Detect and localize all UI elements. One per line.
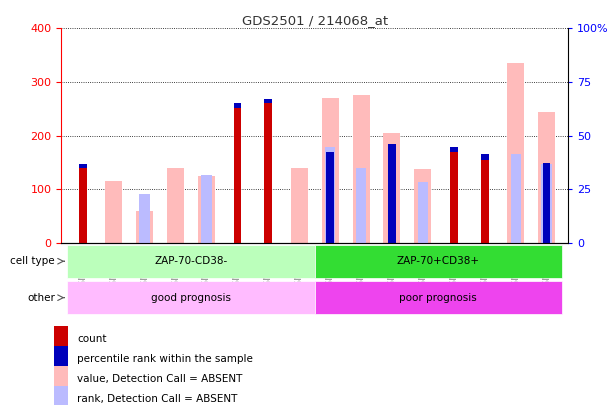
Bar xyxy=(67,245,315,278)
Title: GDS2501 / 214068_at: GDS2501 / 214068_at xyxy=(241,14,388,27)
Bar xyxy=(136,211,153,243)
Bar xyxy=(353,96,370,243)
Bar xyxy=(79,164,87,168)
Bar xyxy=(325,147,335,243)
Bar xyxy=(54,326,68,352)
Bar xyxy=(265,99,272,104)
Bar xyxy=(79,168,87,243)
Text: ZAP-70+CD38+: ZAP-70+CD38+ xyxy=(397,256,480,266)
Bar xyxy=(315,245,562,278)
Bar xyxy=(233,108,241,243)
Bar xyxy=(414,169,431,243)
Text: other: other xyxy=(27,293,55,303)
Bar xyxy=(54,386,68,405)
Bar xyxy=(388,144,396,243)
Bar xyxy=(105,181,122,243)
Bar xyxy=(541,164,552,243)
Bar xyxy=(507,63,524,243)
Bar xyxy=(543,162,551,243)
Text: poor prognosis: poor prognosis xyxy=(400,293,477,303)
Bar xyxy=(265,104,272,243)
Text: rank, Detection Call = ABSENT: rank, Detection Call = ABSENT xyxy=(77,394,237,404)
Bar xyxy=(481,154,489,160)
Bar xyxy=(139,194,150,243)
Bar xyxy=(198,176,215,243)
Bar xyxy=(291,168,308,243)
Bar xyxy=(233,104,241,108)
Text: ZAP-70-CD38-: ZAP-70-CD38- xyxy=(155,256,228,266)
Bar xyxy=(481,160,489,243)
Bar xyxy=(356,168,366,243)
Bar xyxy=(418,182,428,243)
Bar xyxy=(321,98,338,243)
Bar xyxy=(450,147,458,152)
Bar xyxy=(511,154,521,243)
Bar xyxy=(167,168,184,243)
Bar xyxy=(450,152,458,243)
Bar xyxy=(54,366,68,392)
Text: value, Detection Call = ABSENT: value, Detection Call = ABSENT xyxy=(77,374,243,384)
Bar xyxy=(54,346,68,372)
Bar xyxy=(315,281,562,314)
Bar xyxy=(326,152,334,243)
Text: cell type: cell type xyxy=(10,256,55,266)
Bar xyxy=(67,281,315,314)
Text: percentile rank within the sample: percentile rank within the sample xyxy=(77,354,253,364)
Bar xyxy=(538,112,555,243)
Text: good prognosis: good prognosis xyxy=(151,293,231,303)
Bar xyxy=(202,175,211,243)
Text: count: count xyxy=(77,334,106,343)
Bar xyxy=(384,133,400,243)
